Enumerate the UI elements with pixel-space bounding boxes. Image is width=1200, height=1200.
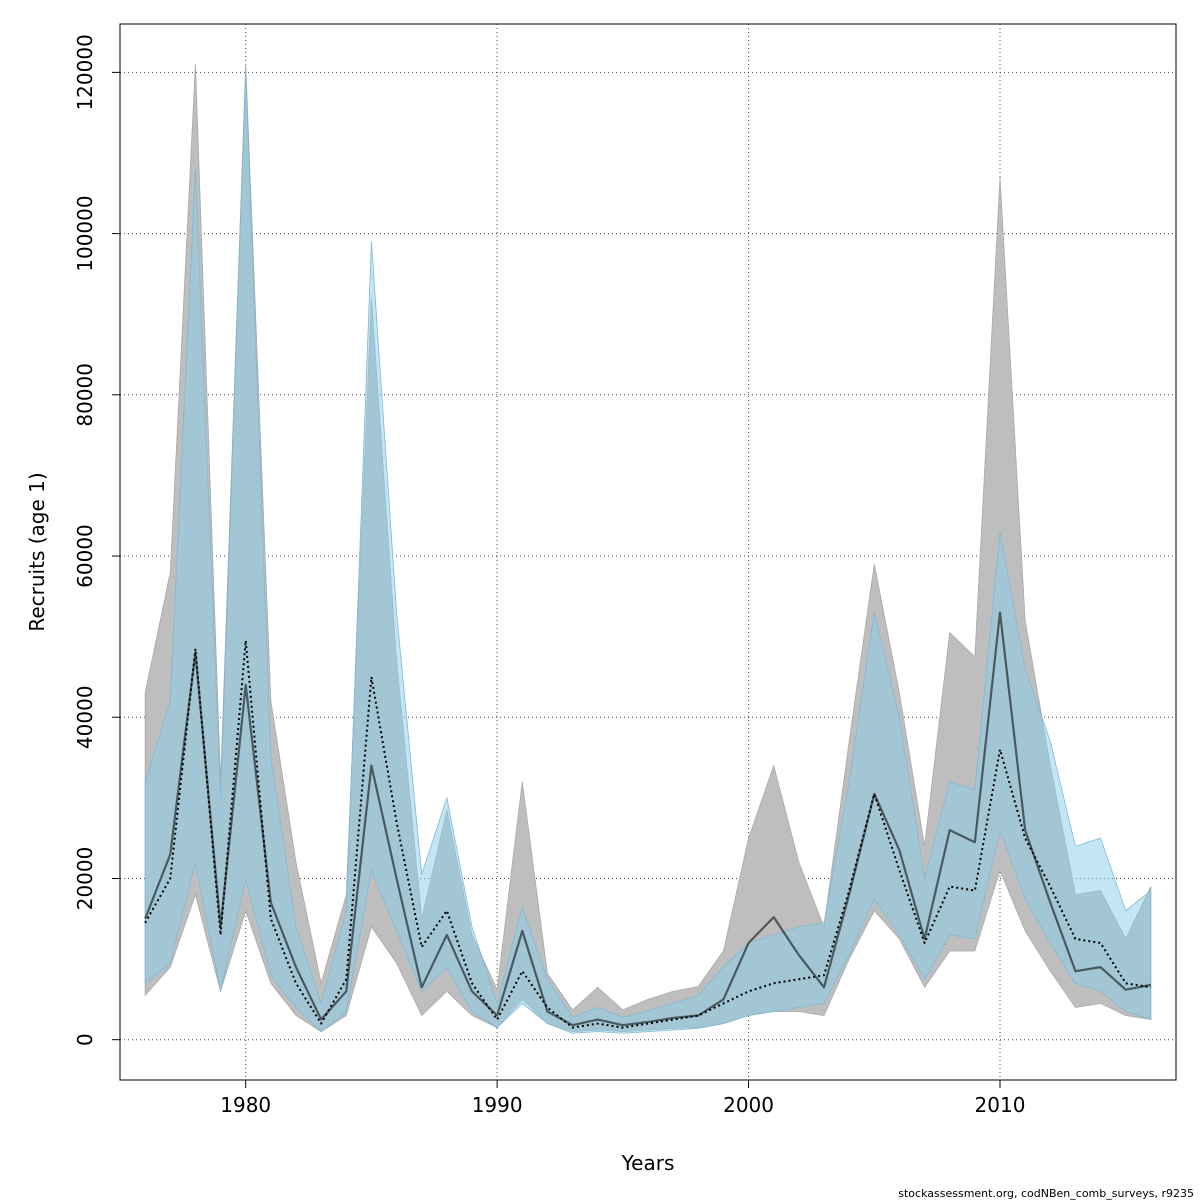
- y-axis: 0 20000 40000 60000 80000 100000 120000: [73, 34, 120, 1046]
- y-tick-label-0: 0: [73, 1033, 97, 1046]
- x-tick-label-1: 1990: [472, 1093, 523, 1117]
- y-tick-label-2: 40000: [73, 685, 97, 749]
- y-tick-label-4: 80000: [73, 363, 97, 427]
- band-blue: [144, 72, 1152, 1034]
- x-tick-label-2: 2000: [723, 1093, 774, 1117]
- x-tick-label-0: 1980: [220, 1093, 271, 1117]
- y-tick-label-1: 20000: [73, 847, 97, 911]
- y-tick-label-6: 120000: [73, 34, 97, 110]
- x-axis-label: Years: [621, 1151, 675, 1175]
- y-tick-label-5: 100000: [73, 195, 97, 271]
- y-tick-label-3: 60000: [73, 524, 97, 588]
- footer-credit: stockassessment.org, codNBen_comb_survey…: [898, 1187, 1194, 1200]
- confidence-bands: [144, 64, 1152, 1034]
- series-line-dotted: [144, 639, 1152, 1029]
- plot-frame: [119, 23, 1177, 1081]
- series-lines: [144, 611, 1152, 1029]
- x-axis: 1980 1990 2000 2010: [220, 1080, 1025, 1117]
- series-line-solid: [144, 611, 1152, 1027]
- y-axis-label: Recruits (age 1): [25, 472, 49, 631]
- x-tick-label-3: 2010: [975, 1093, 1026, 1117]
